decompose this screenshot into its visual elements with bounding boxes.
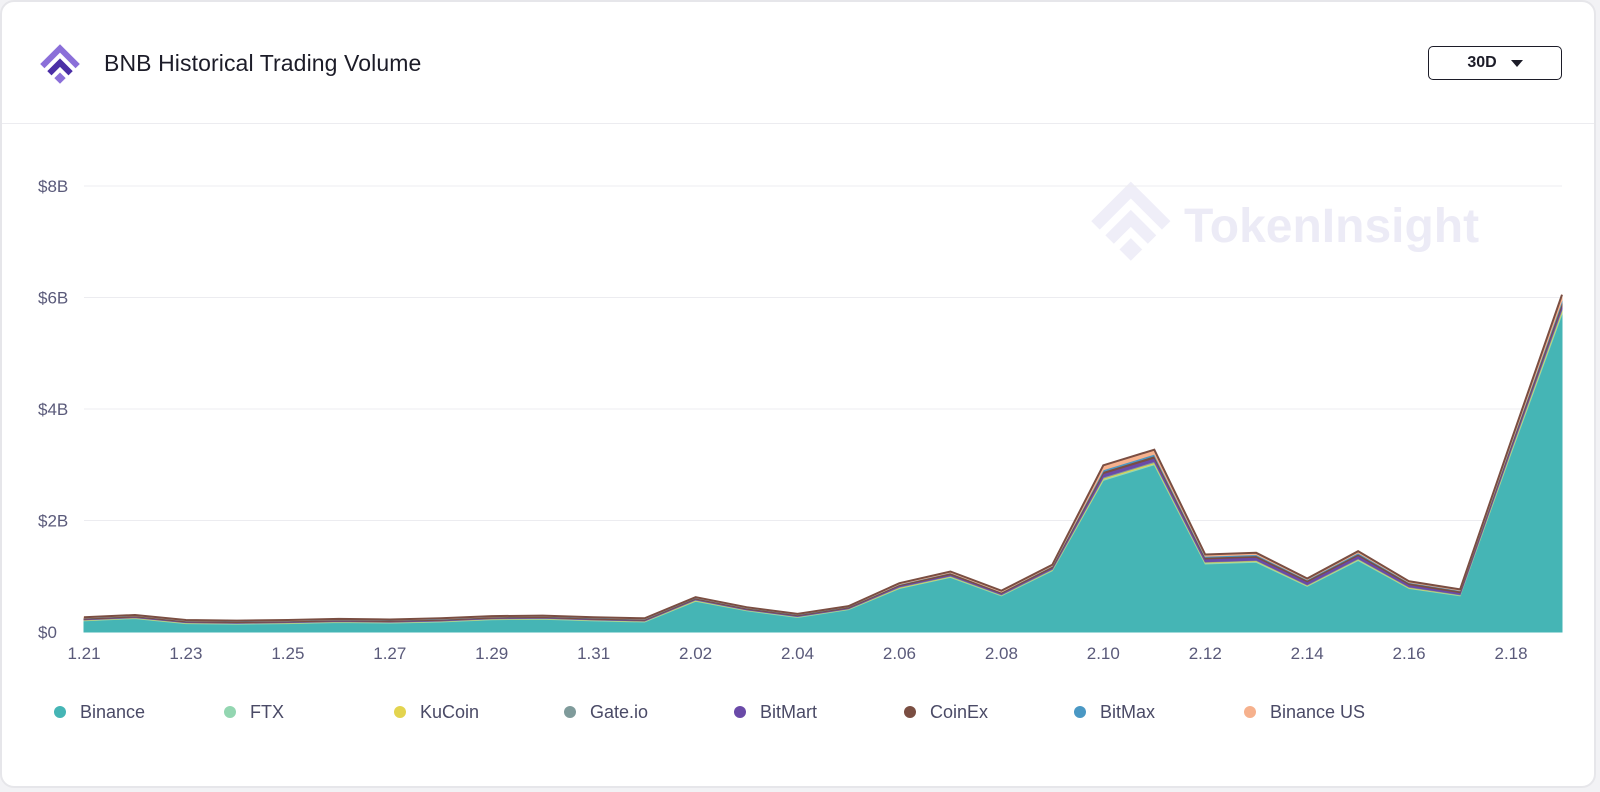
series-area-binance[interactable] [83, 314, 1563, 633]
legend-item-ftx[interactable]: FTX [224, 698, 284, 726]
legend-item-binance[interactable]: Binance [54, 698, 145, 726]
legend-dot-icon [54, 706, 66, 718]
legend-label: Gate.io [590, 701, 649, 722]
legend-item-binance-us[interactable]: Binance US [1244, 698, 1365, 726]
x-tick-label: 1.31 [577, 644, 610, 663]
watermark-logo-icon [1091, 181, 1171, 261]
x-tick-label: 2.16 [1393, 644, 1426, 663]
period-dropdown-label: 30D [1467, 54, 1497, 71]
trading-volume-chart: TokenInsight $0 $2B $4B $6B $8B 1.21 1.23 1.25… [38, 177, 1563, 663]
stack-top-line [83, 294, 1563, 622]
legend-item-coinex[interactable]: CoinEx [904, 698, 988, 726]
y-tick-label: $8B [38, 177, 68, 196]
x-tick-label: 2.12 [1189, 644, 1222, 663]
legend-label: Binance US [1270, 701, 1366, 722]
legend-label: CoinEx [930, 701, 989, 722]
x-tick-label: 1.29 [475, 644, 508, 663]
x-tick-label: 2.08 [985, 644, 1018, 663]
legend-label: BitMax [1100, 701, 1156, 722]
x-tick-label: 2.06 [883, 644, 916, 663]
x-tick-label: 2.14 [1291, 644, 1324, 663]
y-tick-label: $6B [38, 289, 68, 308]
logo-shape-outer [40, 44, 80, 69]
y-tick-label: $2B [38, 512, 68, 531]
page-title: BNB Historical Trading Volume [104, 50, 422, 76]
chevron-down-icon [1510, 59, 1523, 67]
x-tick-label: 1.23 [169, 644, 202, 663]
watermark-text: TokenInsight [1184, 200, 1479, 253]
legend-item-bitmart[interactable]: BitMart [734, 698, 817, 726]
series-areas [83, 294, 1563, 633]
period-dropdown[interactable]: 30D [1428, 46, 1562, 80]
watermark: TokenInsight [1091, 181, 1479, 261]
legend-dot-icon [904, 706, 916, 718]
chart-legend: Binance FTX KuCoin Gate.io BitMart CoinEx BitM… [54, 698, 1554, 726]
legend-item-kucoin[interactable]: KuCoin [394, 698, 479, 726]
legend-label: KuCoin [420, 701, 480, 722]
legend-label: Binance [80, 701, 146, 722]
legend-dot-icon [394, 706, 406, 718]
x-tick-label: 2.02 [679, 644, 712, 663]
legend-item-bitmax[interactable]: BitMax [1074, 698, 1155, 726]
x-tick-label: 2.18 [1494, 644, 1527, 663]
legend-label: BitMart [760, 701, 818, 722]
tokeninsight-logo-icon [40, 44, 80, 84]
legend-item-gate-io[interactable]: Gate.io [564, 698, 648, 726]
x-tick-label: 1.21 [67, 644, 100, 663]
y-tick-label: $0 [38, 623, 57, 642]
legend-label: FTX [250, 701, 284, 722]
x-tick-label: 1.25 [271, 644, 304, 663]
logo-shape-core [54, 72, 66, 84]
y-axis: $0 $2B $4B $6B $8B [38, 177, 68, 642]
legend-dot-icon [734, 706, 746, 718]
legend-dot-icon [1244, 706, 1256, 718]
x-tick-label: 2.04 [781, 644, 814, 663]
x-tick-label: 2.10 [1087, 644, 1120, 663]
x-axis: 1.21 1.23 1.25 1.27 1.29 1.31 2.02 2.04 2.06 2.08… [67, 644, 1527, 663]
x-tick-label: 1.27 [373, 644, 406, 663]
legend-dot-icon [1074, 706, 1086, 718]
card-header: BNB Historical Trading Volume 30D [2, 2, 1594, 124]
legend-dot-icon [564, 706, 576, 718]
legend-dot-icon [224, 706, 236, 718]
y-tick-label: $4B [38, 400, 68, 419]
